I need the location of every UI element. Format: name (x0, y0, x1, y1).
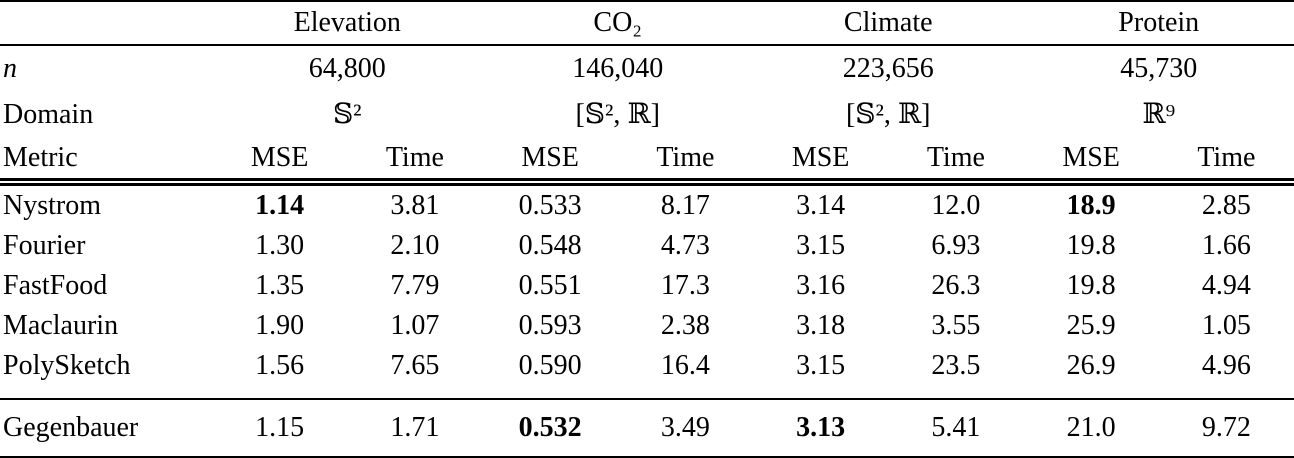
value-cell: 1.07 (390, 310, 440, 341)
row-header-n: n (3, 53, 17, 84)
table-row: Fourier 1.30 2.10 0.548 4.73 3.15 6.93 19.8 1.66 (0, 226, 1294, 266)
value-cell: 1.66 (1201, 230, 1251, 261)
n-value-co2: 146,040 (572, 53, 664, 84)
value-cell: 2.38 (660, 310, 710, 341)
value-cell: 3.15 (796, 350, 846, 381)
metric-label-time: Time (656, 142, 715, 173)
value-cell: 0.590 (518, 350, 582, 381)
value-cell: 19.8 (1066, 230, 1116, 261)
domain-value-protein: ℝ⁹ (1142, 99, 1176, 130)
value-cell: 4.94 (1201, 270, 1251, 301)
value-cell: 0.532 (518, 412, 582, 443)
domain-value-co2: [𝕊², ℝ] (575, 99, 661, 130)
domain-row: Domain 𝕊² [𝕊², ℝ] [𝕊², ℝ] ℝ⁹ (0, 92, 1294, 138)
n-value-elevation: 64,800 (308, 53, 386, 84)
value-cell: 3.49 (660, 412, 710, 443)
value-cell: 16.4 (660, 350, 710, 381)
value-cell: 7.79 (390, 270, 440, 301)
domain-value-elevation: 𝕊² (332, 99, 362, 130)
n-value-climate: 223,656 (842, 53, 934, 84)
value-cell: 12.0 (931, 190, 981, 221)
group-header-co2: CO₂ (593, 7, 643, 38)
domain-value-climate: [𝕊², ℝ] (845, 99, 931, 130)
method-name: Nystrom (3, 190, 101, 221)
value-cell: 1.71 (390, 412, 440, 443)
value-cell: 1.35 (255, 270, 305, 301)
group-header-row: Elevation CO₂ Climate Protein (0, 1, 1294, 45)
table-row: PolySketch 1.56 7.65 0.590 16.4 3.15 23.5 26.9 4… (0, 346, 1294, 399)
value-cell: 2.85 (1201, 190, 1251, 221)
value-cell: 3.14 (796, 190, 846, 221)
n-value-protein: 45,730 (1120, 53, 1198, 84)
metric-label-time: Time (1197, 142, 1256, 173)
value-cell: 5.41 (931, 412, 981, 443)
value-cell: 3.18 (796, 310, 846, 341)
value-cell: 1.90 (255, 310, 305, 341)
metric-label-mse: MSE (791, 142, 850, 173)
value-cell: 1.56 (255, 350, 305, 381)
value-cell: 3.55 (931, 310, 981, 341)
metric-label-mse: MSE (1062, 142, 1120, 173)
method-name: PolySketch (3, 350, 131, 381)
value-cell: 0.593 (518, 310, 582, 341)
value-cell: 0.548 (518, 230, 582, 261)
method-name: FastFood (3, 270, 108, 301)
group-header-elevation: Elevation (293, 7, 401, 38)
value-cell: 17.3 (660, 270, 710, 301)
value-cell: 3.15 (796, 230, 846, 261)
value-cell: 3.81 (390, 190, 440, 221)
metric-label-mse: MSE (250, 142, 309, 173)
row-header-metric: Metric (3, 142, 78, 173)
value-cell: 25.9 (1066, 310, 1116, 341)
value-cell: 9.72 (1201, 412, 1251, 443)
value-cell: 6.93 (931, 230, 981, 261)
table-row: Nystrom 1.14 3.81 0.533 8.17 3.14 12.0 18.9 2.85 (0, 182, 1294, 226)
value-cell: 4.96 (1201, 350, 1251, 381)
value-cell: 2.10 (390, 230, 440, 261)
value-cell: 7.65 (390, 350, 440, 381)
n-row: n 64,800 146,040 223,656 45,730 (0, 45, 1294, 92)
value-cell: 1.15 (255, 412, 305, 443)
corner-cell (0, 1, 212, 45)
value-cell: 19.8 (1066, 270, 1116, 301)
method-name: Maclaurin (3, 310, 119, 341)
group-header-climate: Climate (843, 7, 933, 38)
table-row: Maclaurin 1.90 1.07 0.593 2.38 3.18 3.55 25.9 1.… (0, 306, 1294, 346)
value-cell: 8.17 (660, 190, 710, 221)
value-cell: 1.30 (255, 230, 305, 261)
row-header-domain: Domain (3, 99, 94, 130)
value-cell: 1.05 (1201, 310, 1251, 341)
value-cell: 26.9 (1066, 350, 1116, 381)
value-cell: 21.0 (1066, 412, 1116, 443)
group-header-protein: Protein (1118, 7, 1200, 38)
value-cell: 3.13 (796, 412, 846, 443)
table-row: Gegenbauer 1.15 1.71 0.532 3.49 3.13 5.41 21.0 9… (0, 399, 1294, 457)
value-cell: 0.551 (518, 270, 582, 301)
method-name: Gegenbauer (3, 412, 139, 443)
value-cell: 23.5 (931, 350, 981, 381)
value-cell: 4.73 (660, 230, 710, 261)
table-body: Nystrom 1.14 3.81 0.533 8.17 3.14 12.0 18.9 2.85… (0, 182, 1294, 457)
metric-label-time: Time (926, 142, 985, 173)
table-row: FastFood 1.35 7.79 0.551 17.3 3.16 26.3 19.8 4.9… (0, 266, 1294, 306)
value-cell: 1.14 (255, 190, 305, 221)
metric-label-time: Time (385, 142, 444, 173)
value-cell: 3.16 (796, 270, 846, 301)
value-cell: 26.3 (931, 270, 981, 301)
value-cell: 18.9 (1066, 190, 1116, 221)
value-cell: 0.533 (518, 190, 582, 221)
metric-label-mse: MSE (521, 142, 579, 173)
method-name: Fourier (3, 230, 86, 261)
metric-row: Metric MSE Time MSE Time MSE Time MSE Ti… (0, 138, 1294, 182)
